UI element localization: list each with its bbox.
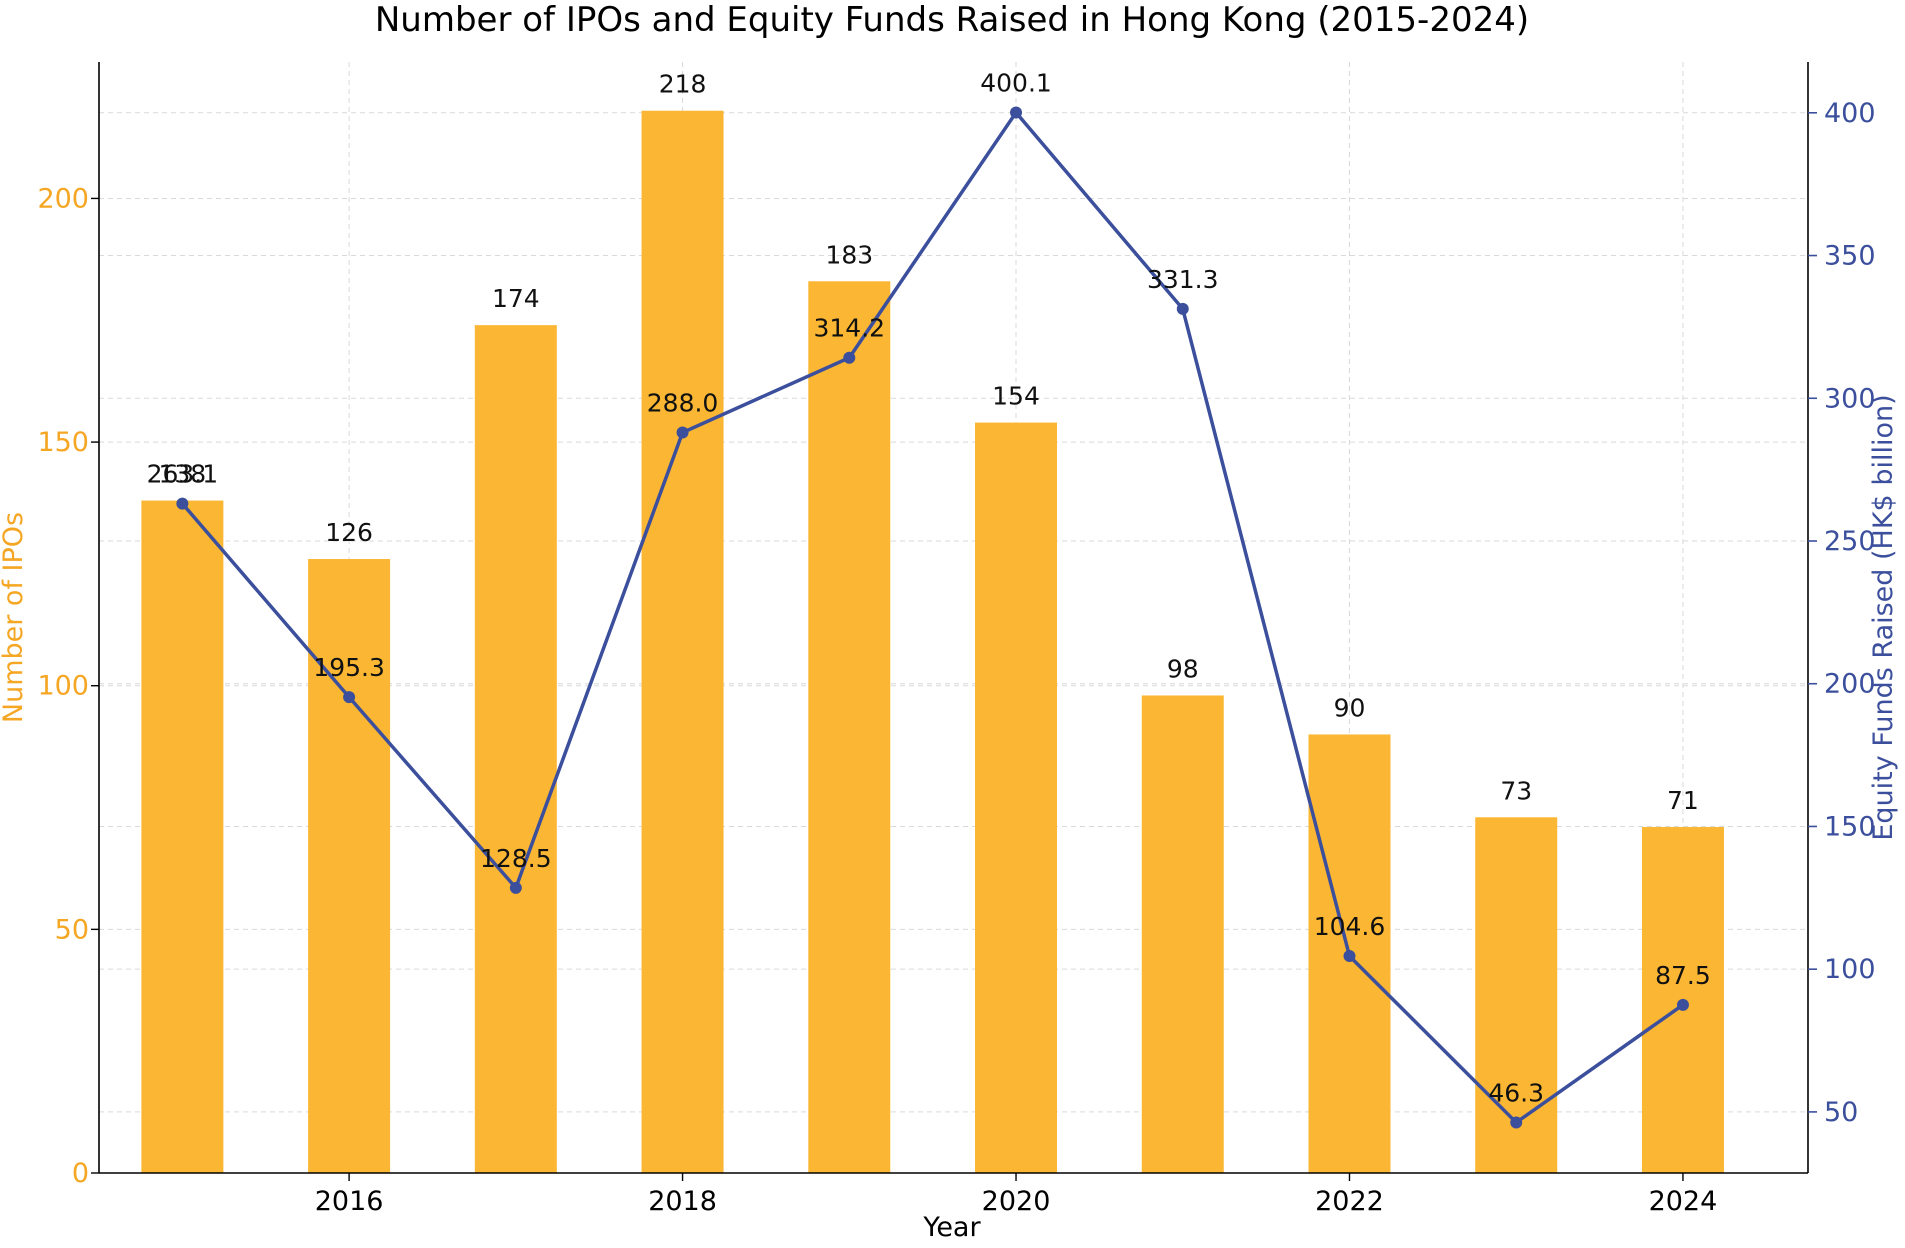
data-labels: 138 126 174 218 183 154 98 90 73 71 263.1 195.3 128.… [147,69,1711,1108]
y-left-tick-label: 150 [37,427,89,458]
x-tick-label: 2016 [315,1186,384,1217]
chart-title: Number of IPOs and Equity Funds Raised i… [375,0,1529,40]
line-value-label: 87.5 [1655,961,1711,990]
bar [474,325,557,1173]
x-tick-label: 2018 [648,1186,717,1217]
y-right-tick-label: 150 [1824,811,1876,842]
y-left-tick-label: 0 [72,1158,89,1189]
x-tick-label: 2024 [1649,1186,1718,1217]
bar-value-label: 138 [159,460,207,489]
bar-value-label: 90 [1334,693,1366,722]
bar-value-label: 218 [659,70,707,99]
line-point [509,881,522,894]
bar-value-label: 98 [1167,654,1199,683]
line-point [843,351,856,364]
y-right-tick-label: 250 [1824,526,1876,557]
line-path [181,109,1684,1125]
y-left-tick-label: 50 [55,914,89,945]
line-value-label: 46.3 [1488,1078,1544,1107]
bar-series [141,110,1724,1174]
y-right-tick-label: 50 [1824,1097,1858,1128]
line-point [1010,106,1023,119]
bar [308,559,391,1173]
line-point [1176,302,1189,315]
line-value-label: 104.6 [1314,912,1386,941]
y-left-tick-label: 200 [37,183,89,214]
line-point [1510,1116,1523,1129]
y-right-tick-label: 400 [1824,98,1876,129]
line-value-label: 331.3 [1147,265,1219,294]
y-right-tick-label: 300 [1824,383,1876,414]
bar-value-label: 183 [825,240,873,269]
line-value-label: 314.2 [814,314,886,343]
bar-value-label: 126 [325,518,373,547]
bar [141,500,224,1174]
bar-value-label: 71 [1667,786,1699,815]
y-right-tick-label: 350 [1824,241,1876,272]
bar [641,110,724,1174]
axes: 2016 2018 2020 2022 2024 0 50 100 150 200 50 100 150… [37,62,1876,1217]
line-series [176,106,1689,1129]
line-value-label: 400.1 [980,69,1052,98]
line-point [1343,950,1356,963]
bar-value-label: 73 [1500,776,1532,805]
y-axis-right-label: Equity Funds Raised (HK$ billion) [1868,394,1899,840]
line-point [1676,998,1689,1011]
line-value-label: 128.5 [480,844,552,873]
y-right-tick-label: 100 [1824,954,1876,985]
y-axis-left-label: Number of IPOs [0,512,29,723]
x-axis-label: Year [922,1212,981,1243]
line-value-label: 263.1 [147,460,219,489]
line-point [343,691,356,704]
y-right-tick-label: 200 [1824,669,1876,700]
line-point [676,426,689,439]
bar-value-label: 174 [492,284,540,313]
bar [1475,817,1558,1173]
x-tick-label: 2020 [982,1186,1051,1217]
bar [975,422,1058,1173]
x-tick-label: 2022 [1315,1186,1384,1217]
line-point [176,497,189,510]
bar-value-label: 154 [992,382,1040,411]
bar [1141,695,1224,1173]
line-value-label: 288.0 [647,389,719,418]
line-value-label: 195.3 [313,653,385,682]
bar [808,281,891,1173]
y-left-tick-label: 100 [37,671,89,702]
